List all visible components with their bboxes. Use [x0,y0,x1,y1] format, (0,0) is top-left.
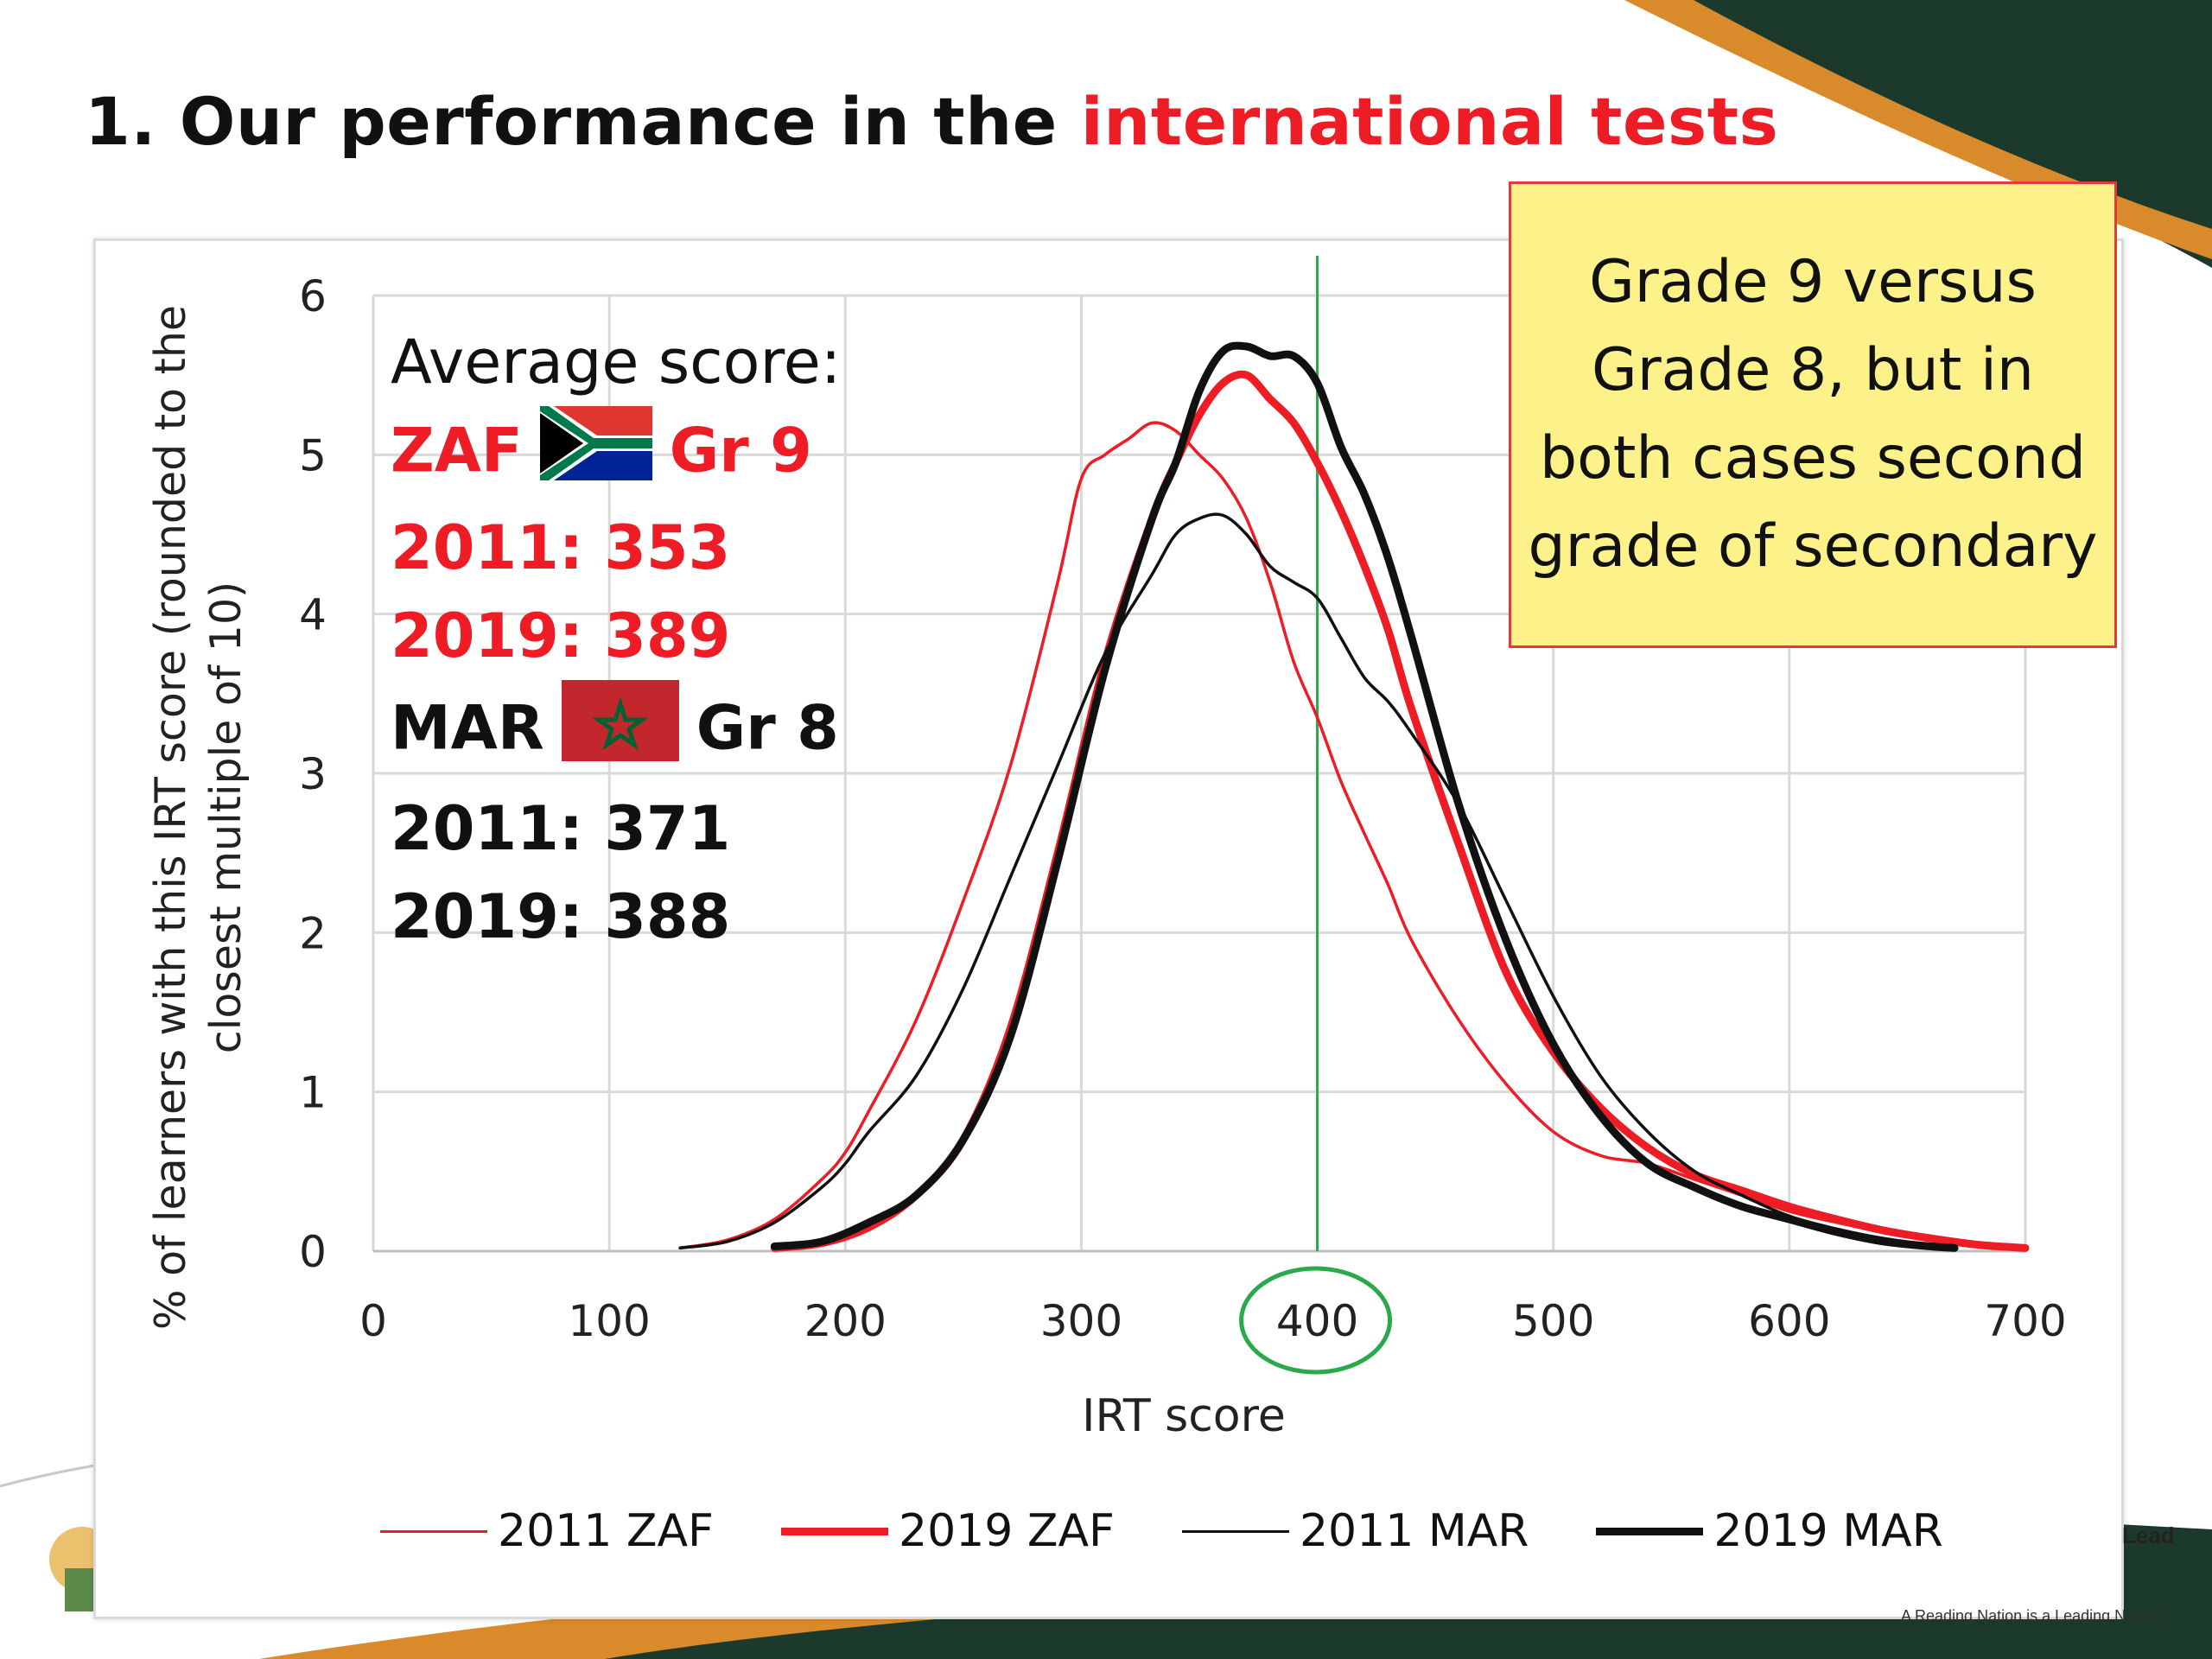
x-tick-label: 400 [1276,1296,1358,1346]
legend-item: 2011 ZAF [380,1505,714,1557]
south-africa-flag-icon [539,406,652,504]
legend-item: 2019 MAR [1596,1505,1943,1557]
y-axis-title-line1: % of learners with this IRT score (round… [146,305,195,1330]
series-line-2011-zaf [678,421,2027,1250]
average-heading: Average score: [391,327,842,397]
title-highlight: international tests [1080,83,1779,160]
legend-label: 2019 MAR [1713,1505,1943,1557]
y-tick-label: 3 [299,749,327,799]
legend-swatch [380,1529,487,1533]
zaf-2019-score: 2019: 389 [391,601,731,671]
legend-label: 2011 ZAF [498,1505,714,1557]
top-right-green-swoosh [1642,0,2212,268]
zaf-row: ZAF Gr 9 [391,406,841,504]
zaf-code: ZAF [391,415,523,486]
y-tick-label: 4 [299,590,327,640]
legend-label: 2011 MAR [1299,1505,1529,1557]
legend-swatch [1596,1527,1704,1535]
x-tick-label: 600 [1748,1296,1830,1346]
legend-swatch [1181,1529,1289,1533]
legend-item: 2019 ZAF [780,1505,1115,1557]
x-tick-label: 700 [1984,1296,2066,1346]
x-tick-label: 0 [359,1296,387,1346]
mar-2019-score: 2019: 388 [391,881,731,952]
y-tick-label: 1 [299,1068,327,1118]
mar-grade: Gr 8 [696,692,839,764]
average-score-panel: Average score: ZAF Gr 9 2011: 353 2019: … [391,318,841,961]
x-axis-title: IRT score [1082,1390,1286,1442]
title-prefix: 1. Our performance in the [85,83,1081,160]
x-tick-label: 100 [568,1296,650,1346]
series-line-2019-mar [770,341,1959,1252]
legend-item: 2011 MAR [1181,1505,1529,1557]
zaf-2011-score: 2011: 353 [391,512,731,583]
footer-lead-word: Lead [2122,1522,2175,1548]
y-tick-label: 5 [299,430,327,480]
zaf-grade: Gr 9 [669,415,812,486]
legend-swatch [780,1527,888,1535]
axes [373,256,2025,1253]
y-tick-label: 2 [299,908,327,958]
footer-tagline: A Reading Nation is a Leading Nation [1901,1607,2160,1624]
highlight-ellipse-400 [1239,1266,1393,1375]
y-axis-title-line2: closest multiple of 10) [201,582,251,1053]
x-tick-label: 300 [1040,1296,1122,1346]
legend-label: 2019 ZAF [898,1505,1115,1557]
y-tick-label: 0 [299,1227,327,1277]
grade-note-text: Grade 9 versus Grade 8, but in both case… [1528,248,2098,581]
x-tick-label: 200 [804,1296,887,1346]
axis-labels: 0 100 200 300 400 500 600 700 0 1 2 3 4 5 6 IRT score % … [146,271,2067,1442]
grade-note-box: Grade 9 versus Grade 8, but in both case… [1509,181,2117,648]
series-line-2011-mar [678,512,1956,1250]
mar-row: MAR Gr 8 [391,680,841,785]
morocco-flag-icon [561,680,679,785]
chart-legend: 2011 ZAF 2019 ZAF 2011 MAR 2019 MAR [380,1505,2011,1557]
x-tick-label: 500 [1512,1296,1594,1346]
series-lines [678,341,2030,1252]
y-axis-title: % of learners with this IRT score (round… [146,305,251,1330]
y-tick-label: 6 [299,271,327,321]
slide-title: 1. Our performance in the international … [85,83,1778,160]
mar-code: MAR [391,692,544,764]
mar-2011-score: 2011: 371 [391,793,731,864]
